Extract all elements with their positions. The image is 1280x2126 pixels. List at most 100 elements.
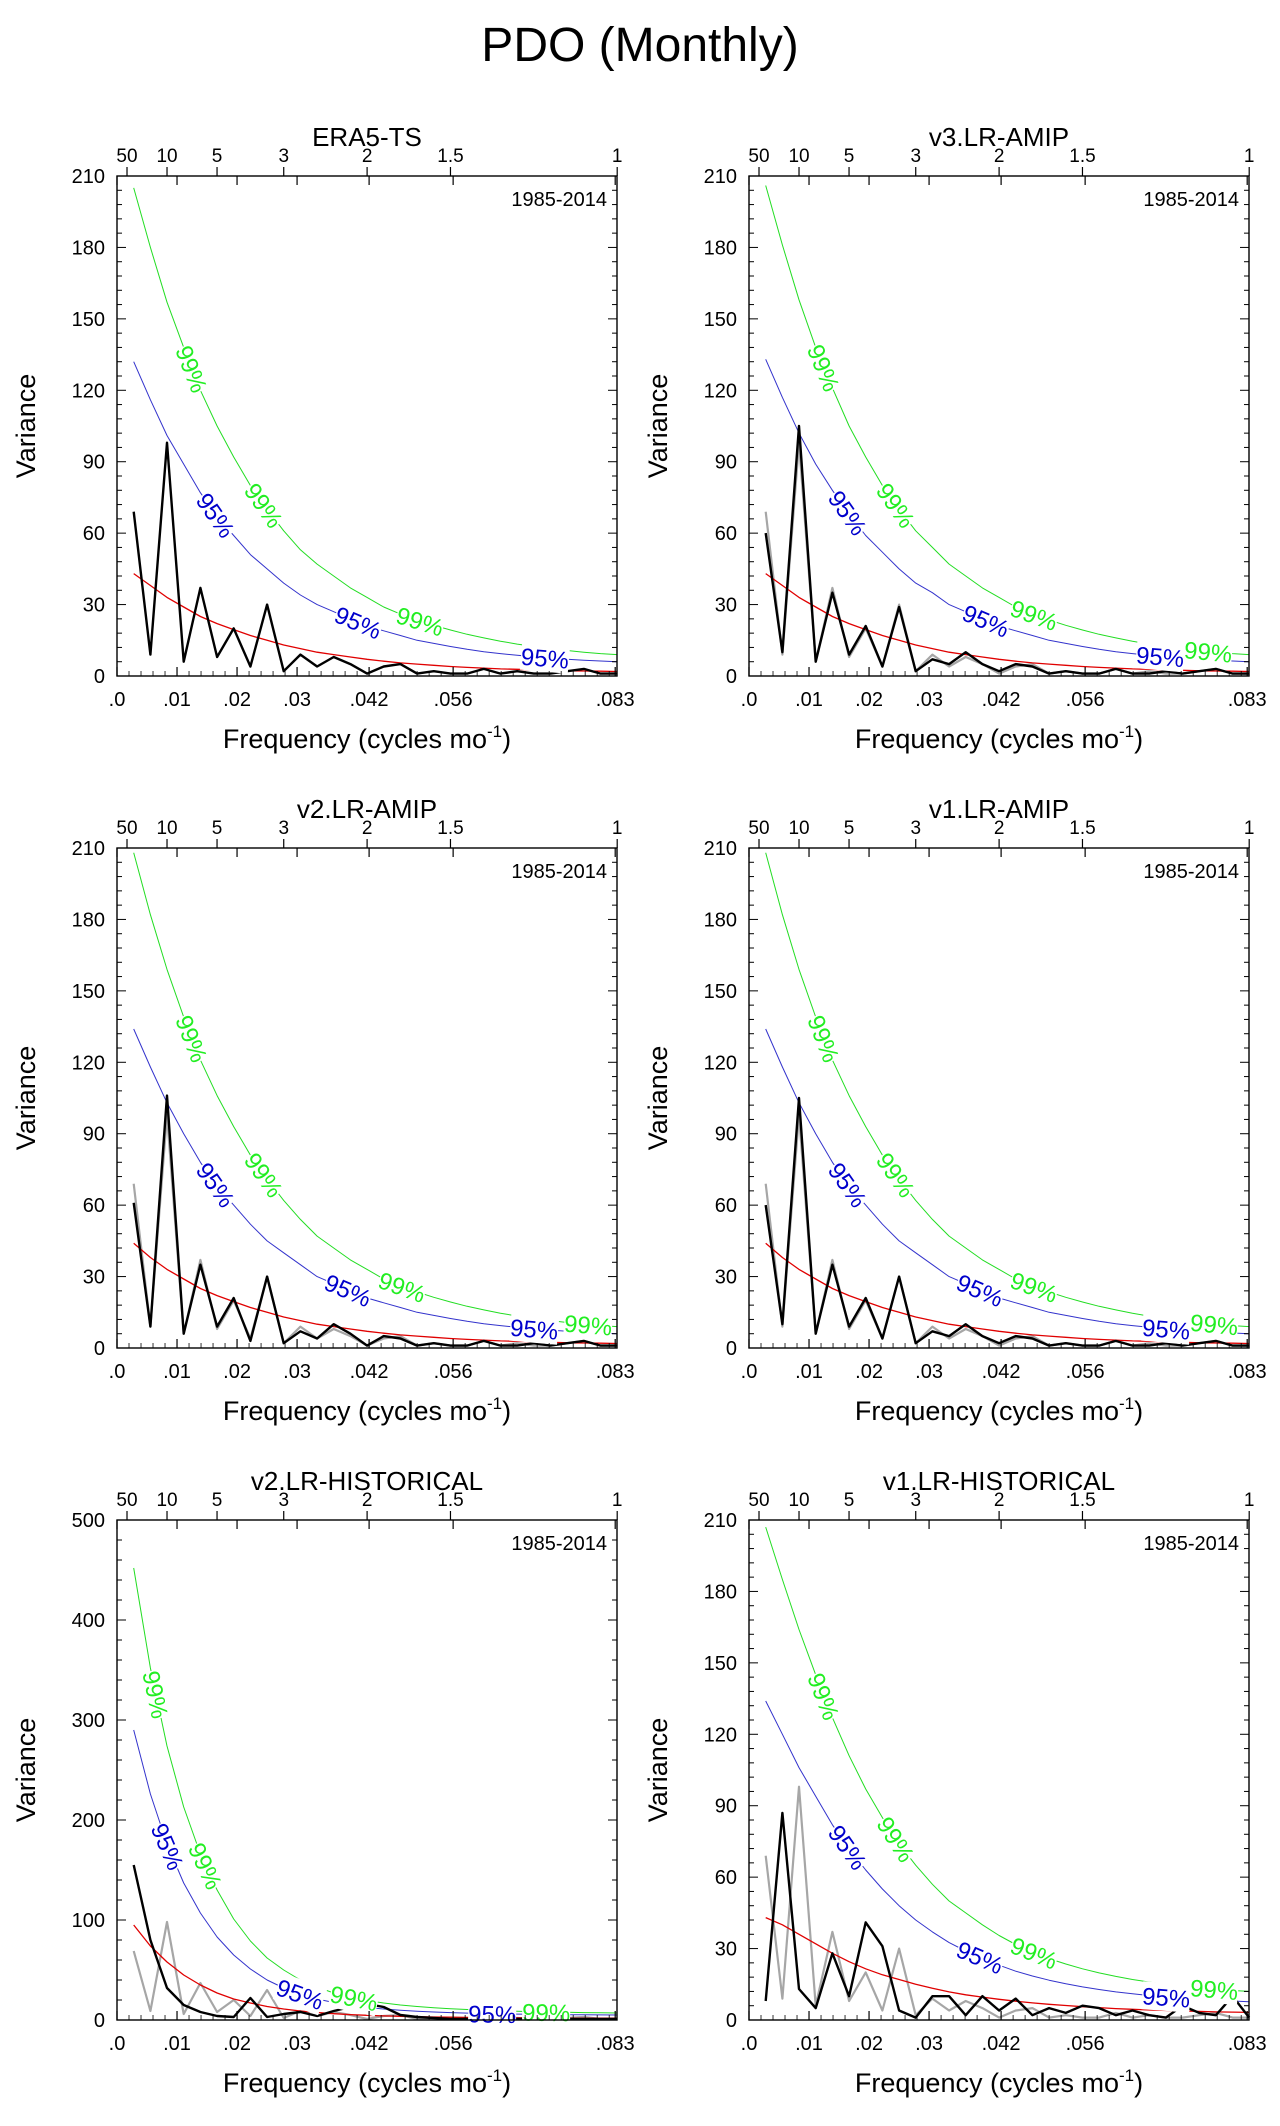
x-tick-label: .03 bbox=[915, 689, 943, 711]
x-tick-label: .042 bbox=[982, 689, 1021, 711]
curve-label: 95% bbox=[320, 1269, 375, 1313]
x-tick-label: .01 bbox=[795, 2033, 823, 2055]
x-tick-label: .03 bbox=[915, 1361, 943, 1383]
curve-label: 95% bbox=[822, 486, 872, 541]
curve-label-group: 95% bbox=[272, 1972, 328, 2016]
y-tick-label: 0 bbox=[726, 1338, 737, 1360]
x-tick-label: .02 bbox=[855, 1361, 883, 1383]
top-tick-label: 10 bbox=[788, 1490, 809, 1511]
x-axis-label-sup: -1 bbox=[1119, 2066, 1134, 2085]
curve-label-group: 99% bbox=[801, 1668, 846, 1724]
y-tick-label: 30 bbox=[715, 1267, 737, 1289]
curve-label-group: 99% bbox=[801, 1011, 846, 1066]
top-tick-label: 1 bbox=[612, 818, 623, 839]
x-axis-label-sup: -1 bbox=[1119, 722, 1134, 741]
curve-label: 99% bbox=[871, 1812, 920, 1867]
series-line-reference bbox=[764, 1113, 1250, 1347]
top-tick-label: 1 bbox=[1244, 818, 1255, 839]
curve-label: 99% bbox=[1189, 1310, 1239, 1342]
top-tick-label: 5 bbox=[212, 146, 223, 167]
y-tick-label: 60 bbox=[83, 1195, 105, 1217]
x-tick-label: .01 bbox=[795, 689, 823, 711]
top-tick-label: 10 bbox=[788, 146, 809, 167]
series-line-reference bbox=[764, 441, 1250, 675]
curve-label-bg bbox=[1135, 640, 1186, 673]
series-line-spectrum bbox=[132, 441, 618, 675]
y-tick-label: 180 bbox=[72, 909, 105, 931]
curve-label-group: 99% bbox=[182, 1838, 229, 1894]
x-tick-label: .083 bbox=[596, 2033, 635, 2055]
period-label: 1985-2014 bbox=[511, 861, 607, 883]
top-tick-label: 2 bbox=[362, 818, 373, 839]
curve-label: 99% bbox=[801, 341, 844, 396]
top-tick-label: 50 bbox=[748, 1490, 769, 1511]
top-tick-label: 5 bbox=[844, 146, 855, 167]
x-tick-label: .01 bbox=[163, 1361, 191, 1383]
curve-label: 95% bbox=[952, 1269, 1007, 1313]
x-axis-label-end: ) bbox=[1134, 724, 1143, 754]
x-axis-label-end: ) bbox=[502, 724, 511, 754]
y-axis-label: Variance bbox=[11, 1046, 41, 1151]
curve-label-bg bbox=[822, 1156, 874, 1213]
series-line-99- bbox=[133, 1567, 618, 2014]
top-tick-label: 1.5 bbox=[1069, 1490, 1095, 1511]
panel-6: v1.LR-HISTORICAL99%99%99%99%95%95%95%.0.… bbox=[643, 1466, 1267, 2098]
y-tick-label: 0 bbox=[726, 2010, 737, 2032]
curve-label-bg bbox=[822, 484, 874, 541]
x-tick-label: .0 bbox=[109, 1361, 126, 1383]
y-tick-label: 30 bbox=[715, 595, 737, 617]
series-line-reference bbox=[132, 1113, 618, 1347]
curve-label: 99% bbox=[238, 479, 288, 534]
curve-label-bg bbox=[1006, 1265, 1062, 1308]
curve-label-group: 99% bbox=[1006, 1930, 1062, 1975]
x-tick-label: .056 bbox=[434, 1361, 473, 1383]
curve-label-bg bbox=[170, 341, 214, 397]
curve-label: 99% bbox=[870, 1148, 920, 1203]
y-axis-label: Variance bbox=[11, 1718, 41, 1823]
series-line-99- bbox=[765, 852, 1250, 1328]
x-tick-label: .01 bbox=[163, 689, 191, 711]
top-tick-label: 1 bbox=[612, 1490, 623, 1511]
y-axis-label: Variance bbox=[11, 374, 41, 479]
period-label: 1985-2014 bbox=[1143, 1533, 1239, 1555]
curve-label: 99% bbox=[1183, 637, 1233, 669]
x-axis-label: Frequency (cycles mo-1) bbox=[855, 722, 1143, 754]
curve-label-bg bbox=[190, 487, 242, 543]
curve-label: 99% bbox=[393, 602, 447, 642]
x-tick-label: .056 bbox=[1066, 1361, 1105, 1383]
curve-label-bg bbox=[871, 1811, 921, 1867]
curve-label-bg bbox=[958, 598, 1014, 643]
y-tick-label: 60 bbox=[83, 523, 105, 545]
curve-label: 95% bbox=[822, 1821, 872, 1876]
curve-label: 99% bbox=[522, 1999, 571, 2027]
series-line-spectrum bbox=[764, 1096, 1250, 1347]
y-tick-label: 120 bbox=[704, 1052, 737, 1074]
curve-label-bg bbox=[467, 1999, 517, 2029]
curve-label: 95% bbox=[1135, 642, 1185, 673]
x-tick-label: .03 bbox=[283, 689, 311, 711]
x-tick-label: .042 bbox=[982, 1361, 1021, 1383]
x-axis-label: Frequency (cycles mo-1) bbox=[223, 1394, 511, 1426]
y-tick-label: 120 bbox=[72, 1052, 105, 1074]
top-tick-label: 5 bbox=[844, 818, 855, 839]
x-axis-label-text: Frequency (cycles mo bbox=[223, 2068, 487, 2098]
x-axis-label-text: Frequency (cycles mo bbox=[855, 1396, 1119, 1426]
top-tick-label: 1.5 bbox=[437, 146, 463, 167]
period-label: 1985-2014 bbox=[511, 1533, 607, 1555]
y-tick-label: 180 bbox=[704, 237, 737, 259]
top-tick-label: 3 bbox=[278, 1490, 289, 1511]
x-tick-label: .056 bbox=[1066, 689, 1105, 711]
x-axis-label-text: Frequency (cycles mo bbox=[855, 2068, 1119, 2098]
x-tick-label: .056 bbox=[434, 689, 473, 711]
panel-title: v3.LR-AMIP bbox=[929, 122, 1069, 152]
y-tick-label: 90 bbox=[83, 452, 105, 474]
panel-4: v1.LR-AMIP99%99%99%99%95%95%95%.0.01.02.… bbox=[643, 794, 1267, 1426]
x-tick-label: .02 bbox=[223, 1361, 251, 1383]
y-tick-label: 210 bbox=[704, 166, 737, 188]
curve-label-bg bbox=[519, 641, 571, 674]
curve-label-group: 95% bbox=[822, 1819, 874, 1876]
curve-label: 95% bbox=[468, 2001, 517, 2029]
curve-label: 95% bbox=[330, 602, 385, 646]
curve-label: 99% bbox=[136, 1669, 172, 1722]
top-tick-label: 1 bbox=[612, 146, 623, 167]
